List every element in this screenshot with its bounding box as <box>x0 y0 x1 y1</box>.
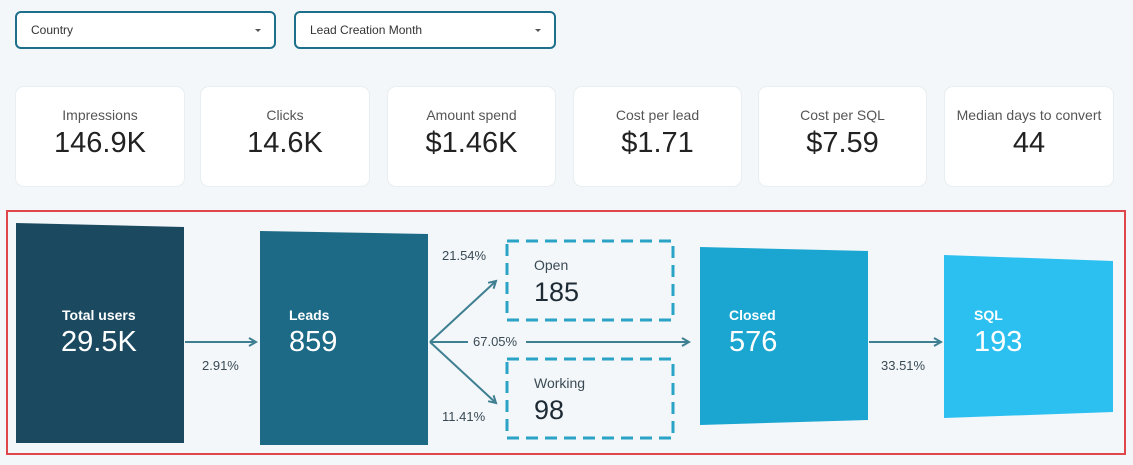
kpi-label: Clicks <box>266 107 304 123</box>
funnel-stage-sql-value: 193 <box>974 326 1023 358</box>
kpi-label: Amount spend <box>426 107 517 123</box>
arrow-leads-to-working <box>429 341 496 403</box>
kpi-value: $7.59 <box>806 127 879 159</box>
kpi-label: Impressions <box>62 107 138 123</box>
branch-working-label: Working <box>534 375 586 391</box>
lead-creation-month-filter-label: Lead Creation Month <box>310 23 423 37</box>
kpi-value: 44 <box>1012 127 1046 159</box>
rate-users-to-leads: 2.91% <box>202 358 239 373</box>
country-filter-label: Country <box>31 23 74 37</box>
funnel-stage-closed-value: 576 <box>729 326 778 358</box>
rate-closed-to-sql: 33.51% <box>881 358 926 373</box>
rate-leads-to-closed: 67.05% <box>473 334 518 349</box>
branch-open-label: Open <box>534 257 569 273</box>
branch-working-value: 98 <box>534 395 565 425</box>
kpi-card-cost-per-sql: Cost per SQL $7.59 <box>759 87 926 186</box>
funnel-stage-sql-shape <box>944 255 1113 418</box>
funnel-stage-closed-shape <box>700 247 868 425</box>
funnel-stage-leads-shape <box>260 231 428 445</box>
branch-working-box <box>505 357 675 440</box>
funnel-stage-total-users-shape <box>16 223 184 443</box>
rate-leads-to-working: 11.41% <box>442 409 486 424</box>
kpi-label: Median days to convert <box>956 107 1102 123</box>
rate-leads-to-open: 21.54% <box>442 248 487 263</box>
arrow-leads-to-open <box>429 281 496 343</box>
kpi-value: $1.46K <box>425 127 518 159</box>
kpi-value: $1.71 <box>621 127 694 159</box>
branch-open-box <box>505 239 675 322</box>
funnel-stage-total-users-value: 29.5K <box>61 326 137 358</box>
lead-creation-month-filter[interactable]: Lead Creation Month <box>294 11 556 49</box>
kpi-label: Cost per SQL <box>800 107 885 123</box>
branch-open-value: 185 <box>534 277 580 307</box>
kpi-value: 14.6K <box>247 127 323 159</box>
funnel-highlight-frame <box>6 210 1126 455</box>
country-filter[interactable]: Country <box>15 11 276 49</box>
funnel-stage-closed-label: Closed <box>729 307 776 323</box>
kpi-value: 146.9K <box>54 127 146 159</box>
funnel-stage-sql-label: SQL <box>974 307 1003 323</box>
kpi-label: Cost per lead <box>615 107 700 123</box>
funnel-stage-leads-value: 859 <box>289 326 338 358</box>
kpi-card-median-days-to-convert: Median days to convert 44 <box>945 87 1113 186</box>
funnel-stage-total-users-label: Total users <box>62 307 136 323</box>
kpi-card-impressions: Impressions 146.9K <box>16 87 184 186</box>
chevron-down-icon <box>535 29 541 32</box>
kpi-card-amount-spend: Amount spend $1.46K <box>388 87 555 186</box>
funnel-stage-leads-label: Leads <box>289 307 330 323</box>
kpi-card-cost-per-lead: Cost per lead $1.71 <box>574 87 741 186</box>
kpi-card-clicks: Clicks 14.6K <box>201 87 369 186</box>
chevron-down-icon <box>255 29 261 32</box>
